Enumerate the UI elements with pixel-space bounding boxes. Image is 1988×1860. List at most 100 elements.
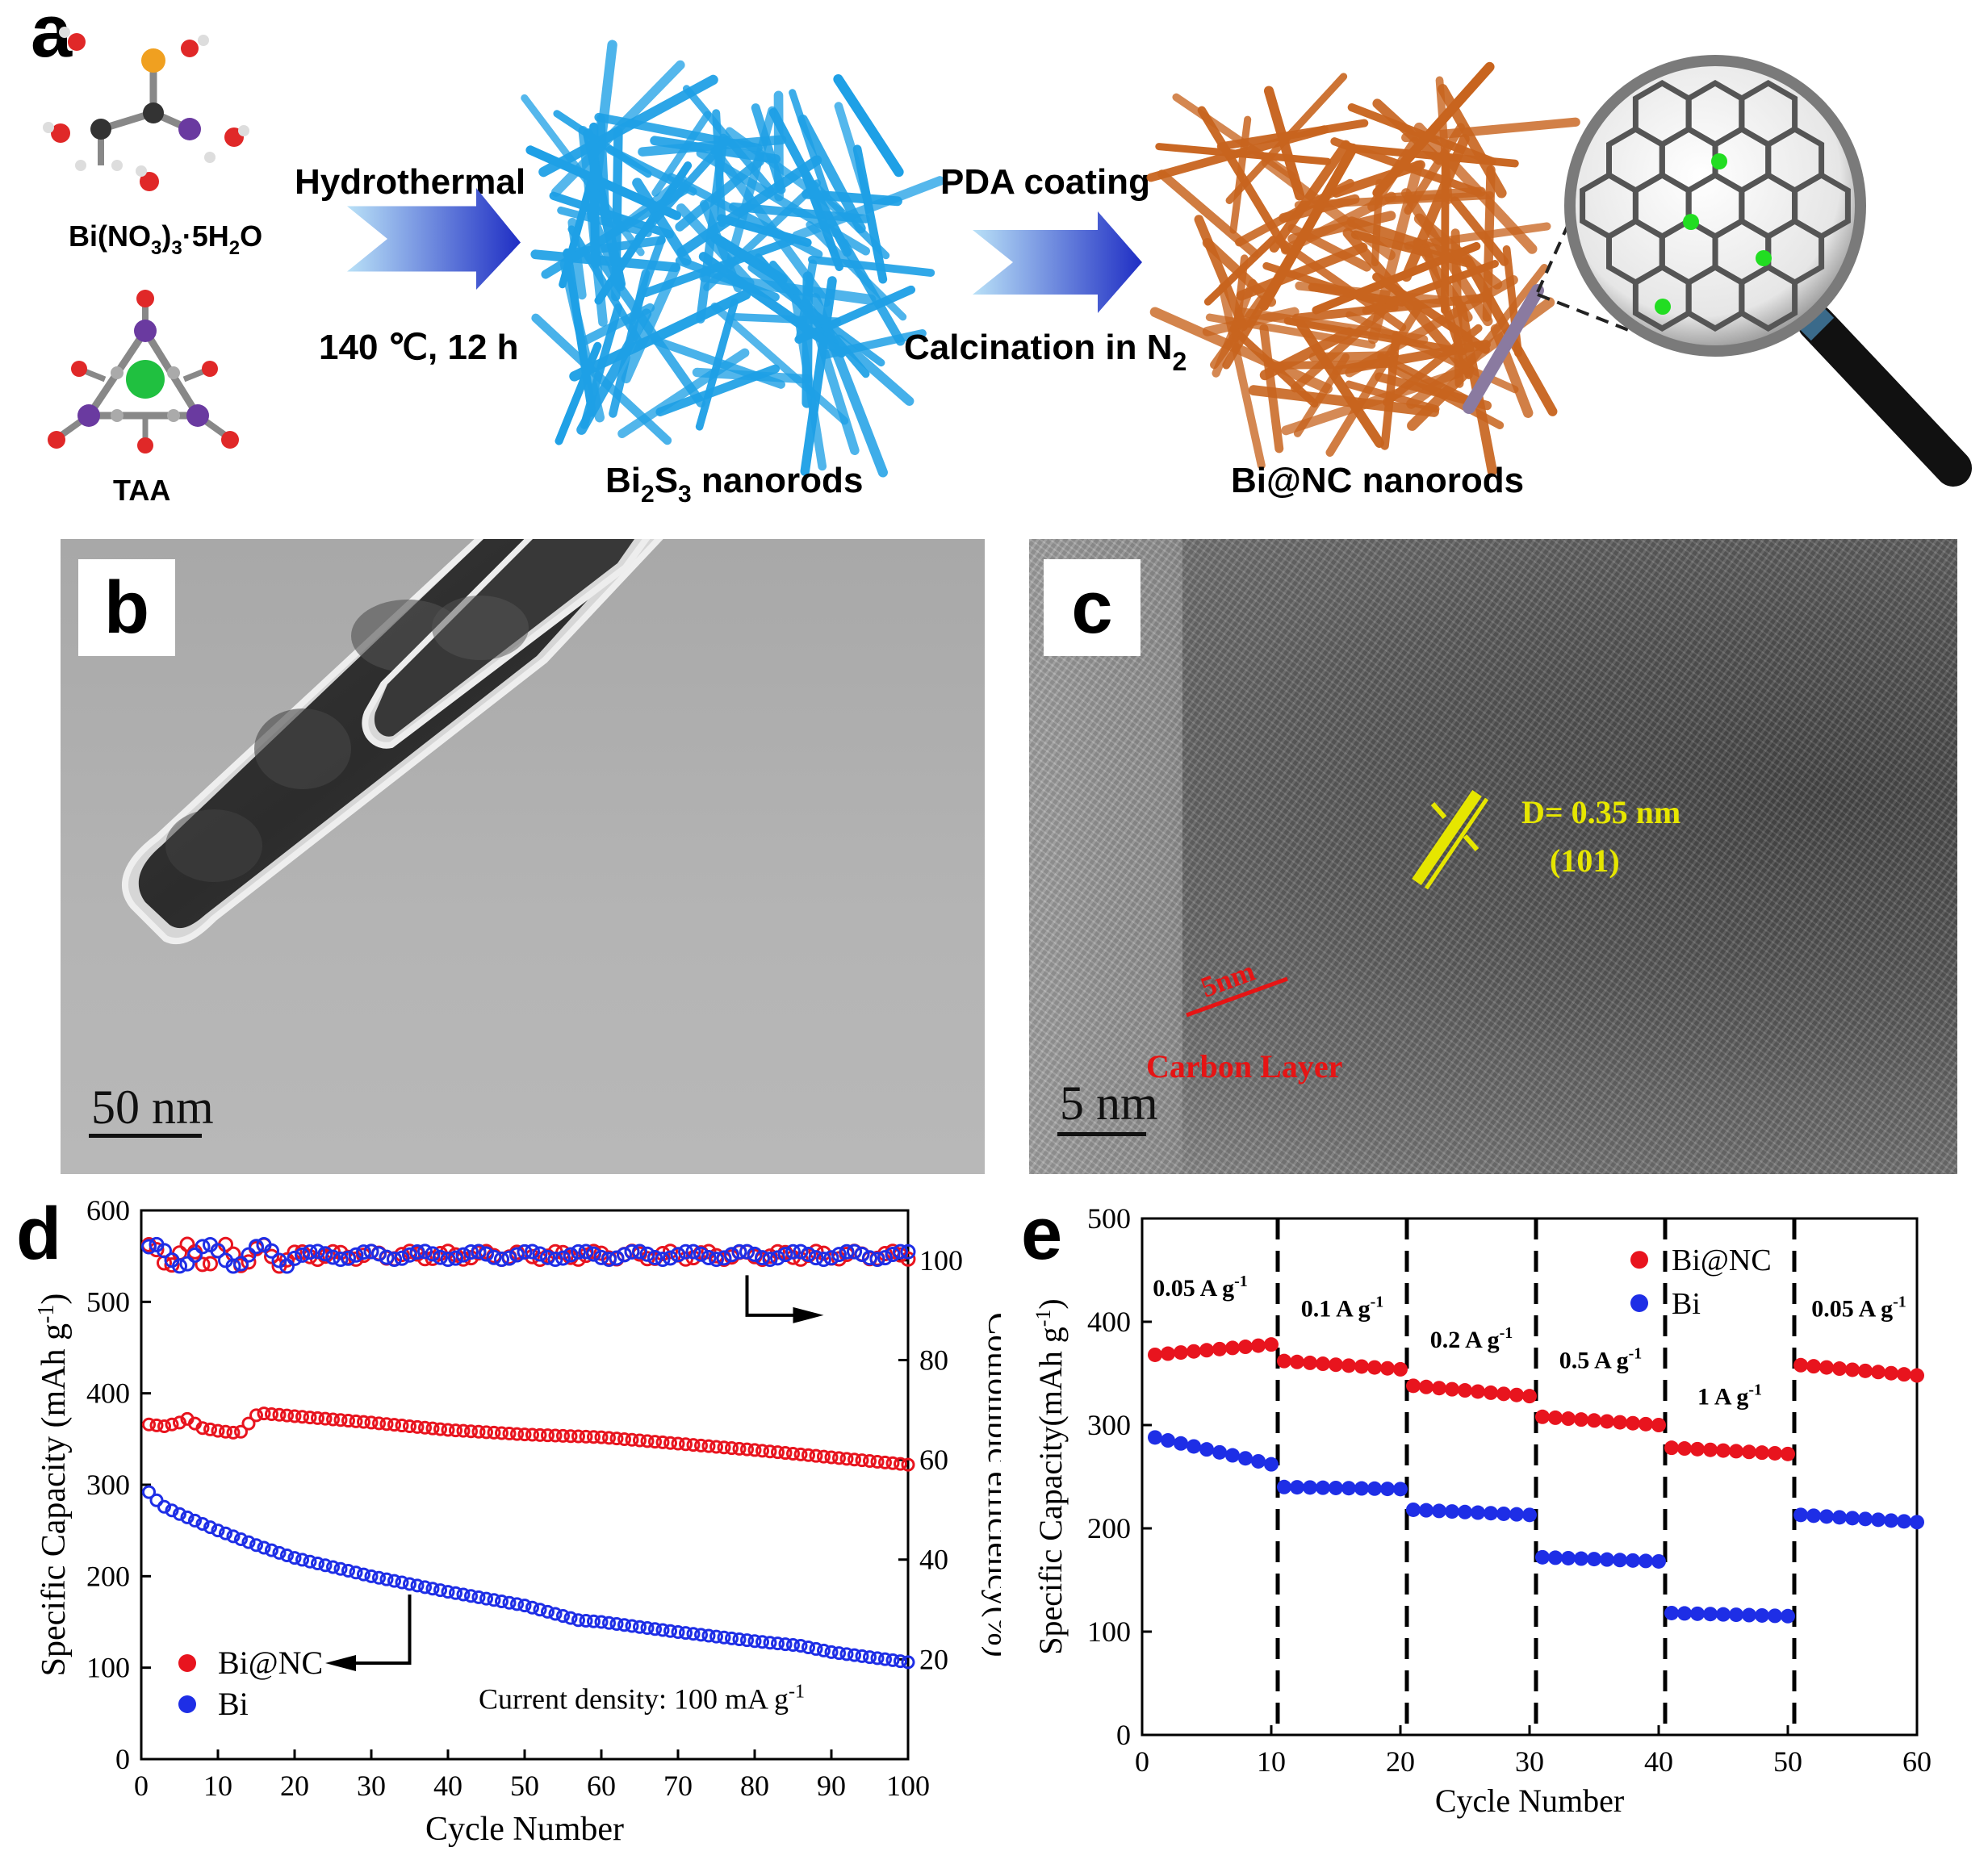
capacity-point-binc [372,1416,386,1431]
capacity-point-bi [326,1560,340,1574]
nanorod [1197,106,1291,254]
rate-point-binc [1819,1360,1834,1375]
capacity-point-bi [173,1507,186,1521]
rate-point-bi [1341,1481,1356,1496]
rate-point-binc [1613,1415,1627,1430]
nanorod [1155,143,1332,165]
rate-point-binc [1574,1412,1588,1427]
efficiency-point-bi [731,1243,747,1260]
capacity-point-binc [709,1440,723,1454]
efficiency-point-bi [609,1250,625,1266]
capacity-point-binc [441,1423,455,1437]
capacity-point-bi [571,1613,585,1628]
panel-letter-d: d [16,1193,61,1275]
efficiency-point-bi [547,1252,563,1268]
rate-point-bi [1755,1607,1769,1623]
capacity-point-bi [387,1574,401,1588]
capacity-point-bi [234,1532,248,1547]
rate-point-bi [1858,1511,1873,1527]
efficiency-point-bi [617,1247,632,1263]
rate-point-bi [1458,1504,1472,1519]
binc-nanorods-illustration [1146,61,1580,476]
nanorod [1380,331,1401,450]
efficiency-point-bi [179,1256,195,1272]
capacity-point-bi [625,1619,639,1633]
capacity-point-bi [502,1595,517,1610]
efficiency-point-bi [494,1252,509,1268]
capacity-point-binc [839,1452,854,1466]
capacity-point-binc [173,1415,186,1430]
x-tick-label: 10 [1257,1745,1286,1778]
capacity-point-binc [793,1447,808,1461]
rate-point-bi [1406,1502,1421,1517]
rate-point-bi [1910,1515,1924,1530]
capacity-point-bi [533,1603,547,1617]
magnifier-icon [1564,55,1972,487]
capacity-point-binc [832,1451,846,1465]
capacity-point-binc [579,1429,593,1444]
rate-point-bi [1484,1506,1498,1521]
x-tick-label: 20 [1386,1745,1415,1778]
capacity-point-binc [824,1450,839,1465]
x-tick-label: 20 [280,1770,309,1802]
capacity-point-bi [410,1578,425,1593]
capacity-point-binc [655,1435,670,1449]
efficiency-point-bi [233,1256,249,1272]
efficiency-point-bi [893,1243,908,1260]
nanorod [800,276,837,476]
rate-point-bi [1522,1507,1537,1523]
rate-point-binc [1251,1338,1266,1353]
rate-point-binc [1445,1381,1459,1397]
rate-point-binc [1884,1365,1898,1381]
rate-point-bi [1432,1503,1446,1519]
efficiency-point-binc [164,1257,180,1273]
rate-point-bi [1781,1608,1795,1624]
efficiency-point-bi [241,1247,257,1263]
efficiency-point-bi [387,1252,402,1268]
rate-point-bi [1574,1551,1588,1566]
rate-point-binc [1716,1443,1731,1458]
capacity-point-binc [732,1441,747,1456]
product-label: Bi@NC nanorods [1231,461,1524,500]
capacity-point-bi [633,1620,647,1634]
capacity-point-bi [709,1629,723,1644]
capacity-point-bi [640,1620,655,1635]
capacity-point-binc [165,1417,179,1432]
rate-point-binc [1161,1346,1175,1361]
capacity-point-bi [249,1538,263,1553]
rate-point-bi [1768,1608,1782,1624]
process-arrow-1-icon [347,188,521,290]
nanorod [1349,144,1519,168]
capacity-point-bi [449,1586,462,1600]
efficiency-point-bi [195,1239,211,1255]
nanorod [1404,222,1551,250]
capacity-point-binc [341,1414,355,1428]
rate-point-binc [1742,1444,1756,1460]
rate-point-bi [1199,1442,1214,1457]
capacity-point-binc [357,1415,370,1429]
rate-point-binc [1871,1365,1885,1380]
d-spacing-label: D= 0.35 nm [1521,794,1680,830]
efficiency-point-bi [433,1249,448,1265]
legend-marker [1630,1294,1648,1312]
y2-tick-label: 60 [919,1444,948,1476]
scale-bar-c [1057,1132,1146,1136]
step2-label-top: PDA coating [940,162,1150,202]
capacity-point-binc [157,1419,171,1433]
capacity-point-bi [855,1649,869,1663]
capacity-point-binc [725,1441,739,1456]
y-axis-label: Specific Capacity(mAh g-1) [1032,1298,1069,1655]
left-arrowhead-icon [325,1655,356,1671]
x-tick-label: 60 [1902,1745,1931,1778]
rate-point-bi [1161,1433,1175,1448]
chart-panel-d: d 0 10 20 30 40 50 60 70 80 90 100 0 100 200 300 400 500 6… [16,1193,1001,1848]
nanorod [768,107,852,257]
capacity-point-bi [778,1637,793,1652]
nanorod [1291,295,1399,393]
efficiency-point-bi [739,1243,755,1260]
efficiency-point-bi [371,1246,387,1262]
rate-point-binc [1393,1361,1408,1377]
rate-point-binc [1639,1416,1653,1432]
nanorod [839,238,906,346]
capacity-point-binc [855,1453,869,1468]
